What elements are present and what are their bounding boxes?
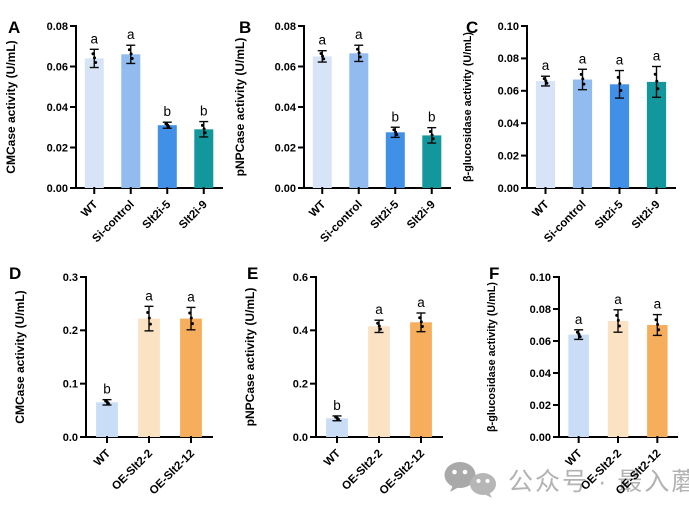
- svg-text:a: a: [127, 27, 135, 42]
- svg-text:b: b: [333, 398, 341, 413]
- svg-text:0.00: 0.00: [530, 432, 551, 444]
- svg-text:a: a: [653, 49, 661, 64]
- panel-label-E: E: [247, 264, 259, 283]
- svg-text:0.10: 0.10: [530, 272, 551, 284]
- svg-text:WT: WT: [79, 199, 100, 220]
- svg-text:OE-Slt2-12: OE-Slt2-12: [378, 448, 428, 498]
- svg-text:0.00: 0.00: [275, 183, 296, 195]
- svg-text:a: a: [318, 33, 326, 48]
- svg-text:a: a: [542, 58, 550, 73]
- svg-text:0.06: 0.06: [275, 61, 296, 73]
- svg-text:WT: WT: [92, 448, 113, 469]
- bar-chart-bglucosidase-silencing: 0.00 0.02 0.04 0.06 0.08 0.10 β-glucosidase ac…: [462, 21, 676, 245]
- svg-text:a: a: [355, 27, 363, 42]
- svg-text:WT: WT: [322, 448, 343, 469]
- watermark-text: 公众号 · 最入蘑道: [508, 468, 689, 496]
- svg-text:0.06: 0.06: [498, 86, 519, 98]
- bar-chart-pnpcase-silencing: 0.00 0.02 0.04 0.06 0.08 pNPCase activity (U/…: [233, 21, 451, 245]
- svg-text:0.04: 0.04: [530, 368, 552, 380]
- svg-text:0.4: 0.4: [293, 325, 309, 337]
- svg-text:0.00: 0.00: [498, 183, 519, 195]
- svg-text:WT: WT: [564, 448, 585, 469]
- svg-text:OE-Slt2-2: OE-Slt2-2: [110, 448, 155, 493]
- svg-text:0.08: 0.08: [530, 304, 551, 316]
- svg-text:0.6: 0.6: [293, 272, 308, 284]
- svg-text:0.04: 0.04: [498, 118, 520, 130]
- svg-text:β-glucosidase activity (U/mL): β-glucosidase activity (U/mL): [462, 32, 474, 182]
- svg-text:b: b: [428, 110, 436, 125]
- svg-text:0.10: 0.10: [498, 21, 519, 33]
- svg-text:a: a: [187, 289, 195, 304]
- svg-text:Slt2i-9: Slt2i-9: [405, 199, 438, 232]
- svg-text:0.02: 0.02: [275, 142, 296, 154]
- svg-text:0.02: 0.02: [47, 142, 68, 154]
- svg-text:0.08: 0.08: [275, 21, 296, 33]
- svg-text:a: a: [654, 297, 662, 312]
- svg-text:0.00: 0.00: [47, 183, 68, 195]
- svg-text:Slt2i-5: Slt2i-5: [140, 198, 173, 231]
- svg-text:b: b: [163, 104, 171, 119]
- svg-text:0.08: 0.08: [47, 21, 68, 33]
- svg-text:b: b: [200, 104, 208, 119]
- svg-text:0.0: 0.0: [293, 432, 308, 444]
- svg-text:a: a: [575, 312, 583, 327]
- panel-label-D: D: [9, 264, 22, 283]
- svg-text:a: a: [375, 302, 383, 317]
- svg-text:a: a: [616, 53, 624, 68]
- svg-text:a: a: [579, 51, 587, 66]
- svg-text:0.02: 0.02: [498, 150, 519, 162]
- svg-text:WT: WT: [307, 199, 328, 220]
- panel-B: B 0.00 0.02 0.04 0.06 0.08 pNPCase activity (…: [230, 0, 459, 252]
- wechat-icon: [444, 462, 496, 498]
- svg-text:0.3: 0.3: [63, 272, 78, 284]
- svg-text:0.0: 0.0: [63, 432, 78, 444]
- svg-text:pNPCase activity (U/mL): pNPCase activity (U/mL): [233, 38, 247, 177]
- svg-text:0.04: 0.04: [47, 102, 69, 114]
- svg-text:a: a: [417, 295, 425, 310]
- svg-text:0.06: 0.06: [530, 336, 551, 348]
- panel-label-F: F: [489, 264, 500, 283]
- svg-text:CMCase activity (U/mL): CMCase activity (U/mL): [13, 290, 27, 423]
- svg-text:0.04: 0.04: [275, 102, 297, 114]
- bar-chart-cmcase-silencing: 0.00 0.02 0.04 0.06 0.08 CMCase activity (U/m…: [4, 21, 223, 245]
- svg-text:b: b: [103, 382, 111, 397]
- panel-label-B: B: [239, 18, 252, 37]
- svg-text:0.2: 0.2: [63, 325, 78, 337]
- panel-label-C: C: [466, 18, 479, 37]
- panel-E: E 0.0 0.2 0.4 0.6 pNPCase activity (U/mL) b WT…: [230, 253, 459, 507]
- panel-C: C 0.00 0.02 0.04 0.06 0.08 0.10 β-glucosidase …: [459, 0, 689, 252]
- svg-text:OE-Slt2-12: OE-Slt2-12: [148, 448, 198, 498]
- panel-F: F 0.00 0.02 0.04 0.06 0.08 0.10 β-glucosidase …: [459, 253, 689, 507]
- svg-text:WT: WT: [530, 199, 551, 220]
- svg-text:0.02: 0.02: [530, 400, 551, 412]
- svg-text:Slt2i-5: Slt2i-5: [593, 198, 626, 231]
- bar-chart-cmcase-overexpression: 0.0 0.1 0.2 0.3 CMCase activity (U/mL) b WT a OE…: [13, 272, 213, 498]
- svg-text:Slt2i-9: Slt2i-9: [630, 199, 663, 232]
- svg-text:Slt2i-5: Slt2i-5: [368, 198, 401, 231]
- svg-text:OE-Slt2-2: OE-Slt2-2: [340, 448, 385, 493]
- svg-text:0.06: 0.06: [47, 61, 68, 73]
- svg-text:CMCase activity (U/mL): CMCase activity (U/mL): [4, 40, 18, 173]
- panel-A: A 0.00 0.02 0.04 0.06 0.08 CMCase activity (U…: [0, 0, 229, 252]
- svg-text:a: a: [614, 292, 622, 307]
- svg-text:a: a: [90, 31, 98, 46]
- svg-text:b: b: [391, 109, 399, 124]
- svg-text:a: a: [145, 288, 153, 303]
- svg-text:pNPCase activity (U/mL): pNPCase activity (U/mL): [243, 288, 257, 427]
- svg-text:0.2: 0.2: [293, 378, 308, 390]
- svg-text:0.08: 0.08: [498, 53, 519, 65]
- svg-text:0.1: 0.1: [63, 378, 78, 390]
- bar-chart-bglucosidase-overexpression: 0.00 0.02 0.04 0.06 0.08 0.10 β-glucosidase ac…: [486, 272, 678, 497]
- panel-D: D 0.0 0.1 0.2 0.3 CMCase activity (U/mL) b WT a…: [0, 253, 229, 507]
- svg-text:β-glucosidase activity (U/mL): β-glucosidase activity (U/mL): [486, 282, 498, 432]
- panel-label-A: A: [8, 18, 21, 37]
- svg-text:Slt2i-9: Slt2i-9: [177, 199, 210, 232]
- bar-chart-pnpcase-overexpression: 0.0 0.2 0.4 0.6 pNPCase activity (U/mL) b WT a O…: [243, 272, 443, 498]
- watermark: 公众号 · 最入蘑道: [443, 461, 689, 499]
